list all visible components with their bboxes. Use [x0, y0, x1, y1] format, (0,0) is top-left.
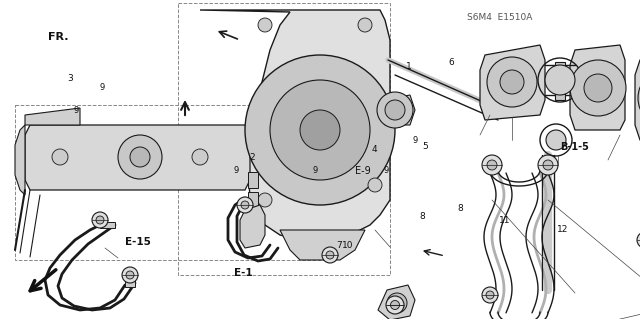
Circle shape — [368, 178, 382, 192]
Polygon shape — [25, 108, 80, 125]
Circle shape — [390, 300, 399, 309]
Text: FR.: FR. — [48, 32, 68, 42]
Circle shape — [237, 197, 253, 213]
Circle shape — [487, 57, 537, 107]
Circle shape — [118, 135, 162, 179]
Circle shape — [487, 160, 497, 170]
Text: 5: 5 — [422, 142, 428, 151]
Polygon shape — [125, 280, 135, 287]
Text: 8: 8 — [458, 204, 463, 213]
Circle shape — [270, 80, 370, 180]
Circle shape — [390, 102, 410, 122]
Text: B-1-5: B-1-5 — [560, 142, 589, 152]
Text: 9: 9 — [234, 166, 239, 175]
Polygon shape — [555, 62, 565, 100]
Text: E-1: E-1 — [234, 268, 252, 278]
Text: 7: 7 — [336, 241, 342, 250]
Text: 4: 4 — [371, 145, 377, 154]
Text: 9: 9 — [99, 83, 104, 92]
Circle shape — [482, 155, 502, 175]
Circle shape — [377, 92, 413, 128]
Text: 3: 3 — [67, 74, 73, 83]
Circle shape — [391, 301, 399, 309]
Text: S6M4  E1510A: S6M4 E1510A — [467, 13, 532, 22]
Circle shape — [300, 110, 340, 150]
Circle shape — [358, 18, 372, 32]
Text: 8: 8 — [419, 212, 425, 221]
Circle shape — [52, 149, 68, 165]
Circle shape — [387, 297, 403, 313]
Polygon shape — [240, 205, 265, 248]
Text: E-9: E-9 — [355, 166, 371, 176]
Polygon shape — [200, 10, 390, 240]
Text: 9: 9 — [413, 136, 418, 145]
Circle shape — [258, 193, 272, 207]
Polygon shape — [25, 125, 250, 190]
Circle shape — [245, 55, 395, 205]
Circle shape — [130, 147, 150, 167]
Circle shape — [92, 212, 108, 228]
Circle shape — [546, 130, 566, 150]
Polygon shape — [570, 45, 625, 130]
Circle shape — [192, 149, 208, 165]
Polygon shape — [280, 230, 365, 260]
Circle shape — [96, 216, 104, 224]
Circle shape — [326, 251, 334, 259]
Circle shape — [322, 247, 338, 263]
Circle shape — [570, 60, 626, 116]
Text: 11: 11 — [499, 216, 511, 225]
Circle shape — [584, 74, 612, 102]
Polygon shape — [100, 222, 115, 228]
Circle shape — [637, 232, 640, 248]
Circle shape — [386, 296, 404, 314]
Polygon shape — [480, 45, 545, 120]
Text: 9: 9 — [74, 106, 79, 115]
Circle shape — [387, 293, 407, 313]
Polygon shape — [248, 192, 258, 208]
Circle shape — [545, 65, 575, 95]
Circle shape — [543, 160, 553, 170]
Text: 9: 9 — [384, 166, 389, 175]
Circle shape — [486, 291, 494, 299]
Text: 12: 12 — [557, 225, 568, 234]
Text: 2: 2 — [250, 153, 255, 162]
Text: 10: 10 — [342, 241, 354, 250]
Circle shape — [122, 267, 138, 283]
Polygon shape — [378, 285, 415, 319]
Text: 6: 6 — [448, 58, 454, 67]
Circle shape — [538, 155, 558, 175]
Text: 1: 1 — [406, 63, 412, 71]
Circle shape — [126, 271, 134, 279]
Text: 9: 9 — [312, 166, 317, 175]
Circle shape — [638, 68, 640, 128]
Circle shape — [500, 70, 524, 94]
Circle shape — [385, 100, 405, 120]
Polygon shape — [15, 125, 25, 195]
Circle shape — [241, 201, 249, 209]
Polygon shape — [248, 172, 258, 188]
Text: E-15: E-15 — [125, 237, 150, 248]
Circle shape — [482, 287, 498, 303]
Polygon shape — [635, 55, 640, 140]
Circle shape — [258, 18, 272, 32]
Polygon shape — [385, 95, 415, 125]
